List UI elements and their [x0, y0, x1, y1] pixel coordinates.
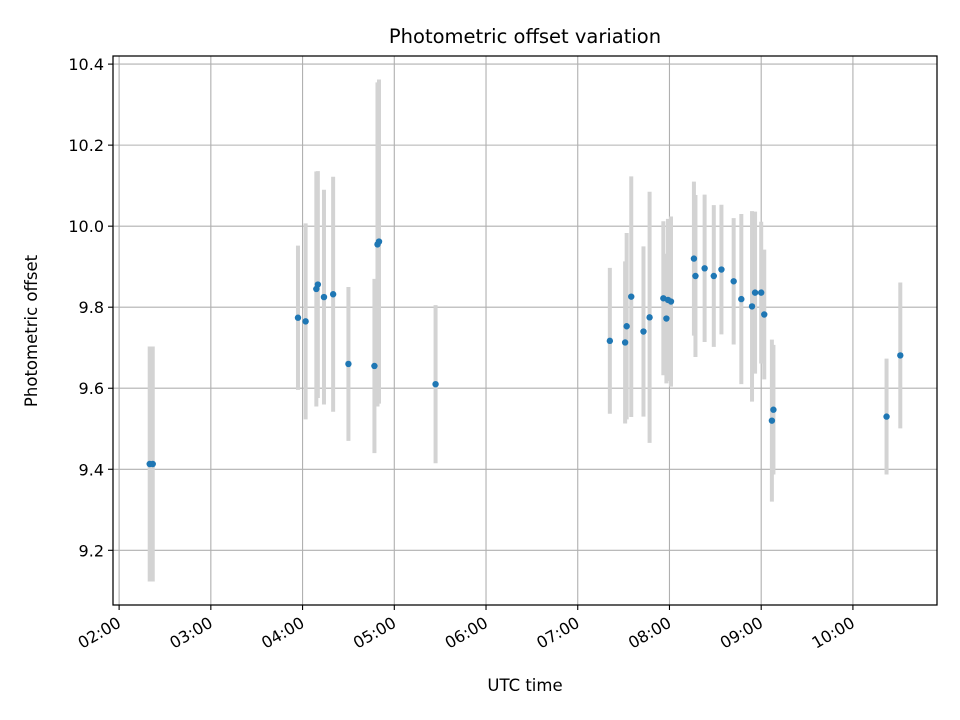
data-point: [663, 315, 670, 322]
chart-title: Photometric offset variation: [389, 25, 661, 48]
data-point: [718, 266, 725, 273]
data-point: [751, 289, 759, 296]
data-point: [640, 328, 647, 335]
data-point: [701, 265, 708, 272]
data-point: [345, 360, 352, 368]
plot-frame: [112, 55, 938, 606]
data-point: [667, 298, 675, 305]
data-point: [329, 291, 337, 298]
data-point: [646, 314, 653, 321]
data-point: [628, 293, 635, 300]
y-axis-label: Photometric offset: [22, 254, 41, 407]
data-point: [432, 380, 439, 388]
data-point: [710, 272, 718, 280]
data-point: [149, 460, 156, 468]
data-point: [294, 314, 302, 321]
data-point: [730, 278, 737, 285]
grid: [113, 56, 937, 605]
data-point: [738, 295, 745, 303]
data-point: [690, 255, 698, 262]
data-point: [621, 339, 629, 346]
data-point: [757, 289, 765, 296]
data-points: [146, 238, 904, 468]
y-tick-label: 9.2: [79, 541, 104, 560]
data-point: [761, 311, 768, 318]
data-point: [320, 293, 328, 301]
y-tick-label: 10.4: [68, 55, 104, 74]
data-point: [770, 406, 777, 413]
y-tick-label: 9.8: [79, 298, 104, 317]
data-point: [606, 337, 614, 345]
data-point: [302, 318, 309, 325]
y-tick-label: 9.4: [79, 460, 104, 479]
data-point: [375, 238, 383, 245]
data-point: [897, 352, 904, 359]
y-tick-label: 10.2: [68, 136, 104, 155]
data-point: [768, 417, 776, 424]
data-point: [692, 272, 699, 280]
data-point: [883, 413, 890, 420]
y-tick-label: 9.6: [79, 379, 104, 398]
y-axis-ticks: 9.2 9.4 9.6 9.8 10.0 10.2 10.4: [68, 55, 113, 560]
data-point: [748, 303, 756, 310]
y-tick-label: 10.0: [68, 217, 104, 236]
data-point: [623, 323, 630, 330]
data-point: [371, 362, 378, 370]
data-point: [314, 281, 322, 288]
x-axis-label: UTC time: [487, 676, 562, 695]
